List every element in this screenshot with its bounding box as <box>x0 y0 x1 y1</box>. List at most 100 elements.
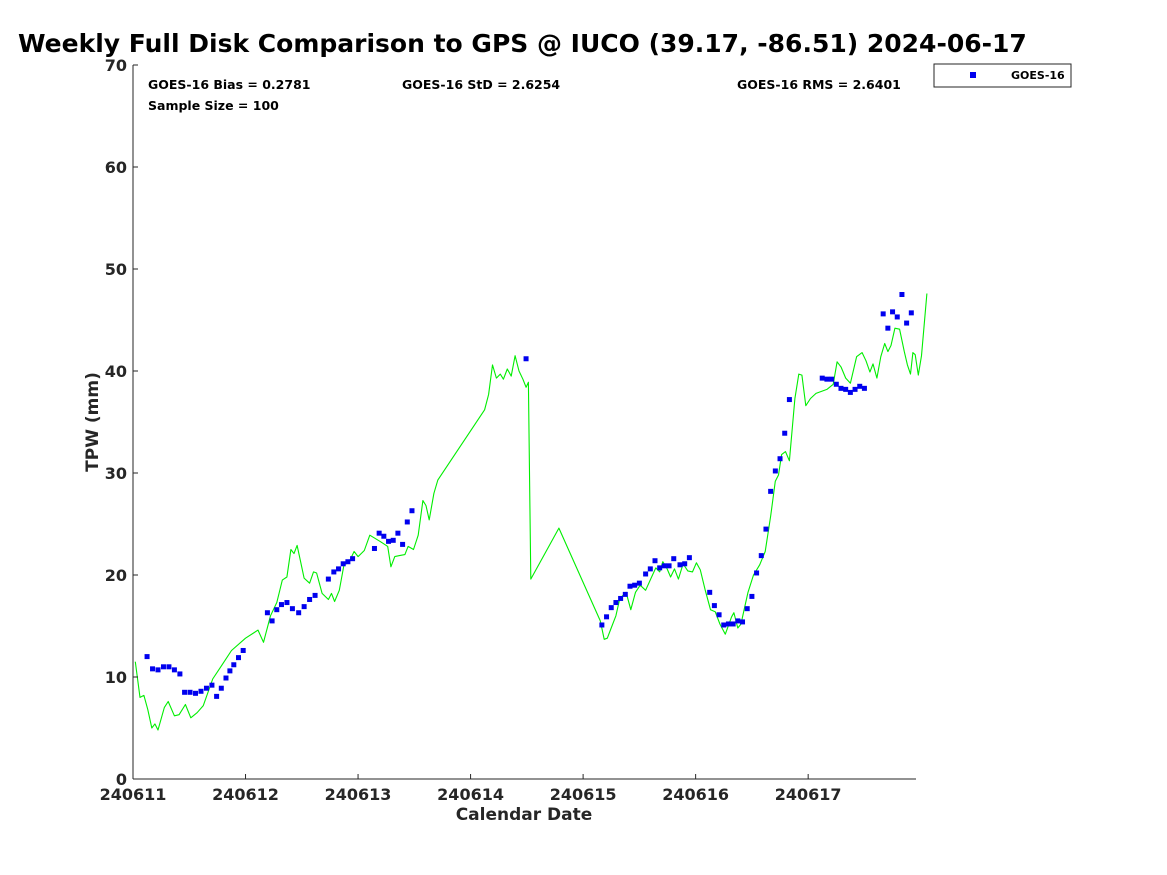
goes16-point <box>763 526 769 532</box>
bias-annotation: GOES-16 Bias = 0.2781 <box>148 77 310 92</box>
plot-area: 0 10 20 30 40 50 60 70 240611 240612 240613 240614… <box>100 56 928 804</box>
goes16-point <box>744 606 750 612</box>
goes16-point <box>754 570 760 576</box>
goes16-point <box>838 385 844 391</box>
goes16-point <box>885 325 891 331</box>
goes16-point <box>240 647 246 653</box>
plot-frame <box>132 65 916 780</box>
goes16-point <box>177 671 183 677</box>
goes16-point <box>150 666 156 672</box>
goes16-point <box>861 385 867 391</box>
goes16-point <box>857 383 863 389</box>
goes16-point <box>269 618 275 624</box>
sample-size-annotation: Sample Size = 100 <box>148 98 279 113</box>
goes16-point <box>284 600 290 606</box>
y-axis-label: TPW (mm) <box>83 372 103 472</box>
goes16-point <box>833 381 839 387</box>
legend-marker-goes16 <box>970 72 976 78</box>
goes16-point <box>627 583 633 589</box>
goes16-point <box>824 376 830 382</box>
goes16-point <box>647 566 653 572</box>
goes16-point <box>182 689 188 695</box>
goes16-point <box>160 664 166 670</box>
goes16-point <box>643 571 649 577</box>
rms-annotation: GOES-16 RMS = 2.6401 <box>737 77 901 92</box>
y-axis-ticks: 0 10 20 30 40 50 60 70 <box>105 56 138 789</box>
goes16-point <box>171 667 177 673</box>
legend-box <box>933 63 1072 88</box>
goes16-point <box>390 537 396 543</box>
goes16-point <box>777 456 783 462</box>
goes16-series-layer <box>144 292 914 699</box>
goes16-point <box>340 561 346 567</box>
goes16-point <box>768 488 774 494</box>
goes16-point <box>274 607 280 613</box>
goes16-point <box>716 612 722 618</box>
y-tick-label: 60 <box>105 158 127 177</box>
goes16-point <box>686 555 692 561</box>
goes16-point <box>301 604 307 610</box>
goes16-point <box>227 668 233 674</box>
stats-annotations: GOES-16 Bias = 0.2781 GOES-16 StD = 2.62… <box>148 77 901 113</box>
goes16-point <box>144 654 150 660</box>
goes16-point <box>711 603 717 609</box>
y-tick-label: 10 <box>105 668 127 687</box>
goes16-point <box>829 376 835 382</box>
goes16-point <box>613 600 619 606</box>
goes16-point <box>203 685 209 691</box>
goes16-point <box>677 562 683 568</box>
goes16-point <box>904 320 910 326</box>
goes16-point <box>155 667 161 673</box>
goes16-point <box>721 622 727 628</box>
goes16-point <box>264 610 270 616</box>
goes16-point <box>819 375 825 381</box>
goes16-point <box>847 389 853 395</box>
goes16-point <box>725 621 731 627</box>
goes16-point <box>622 591 628 597</box>
goes16-point <box>223 675 229 681</box>
goes16-point <box>890 309 896 315</box>
goes16-point <box>345 559 351 565</box>
goes16-point <box>409 508 415 514</box>
goes16-point <box>604 614 610 620</box>
goes16-point <box>312 592 318 598</box>
goes16-point <box>376 530 382 536</box>
goes16-point <box>296 610 302 616</box>
x-tick-label: 240615 <box>550 785 617 804</box>
goes16-point <box>599 622 605 628</box>
x-axis-ticks: 240611 240612 240613 240614 240615 240616 2406… <box>100 774 842 804</box>
x-tick-label: 240616 <box>662 785 729 804</box>
goes16-point <box>395 530 401 536</box>
x-tick-label: 240614 <box>437 785 504 804</box>
goes16-point <box>880 311 886 317</box>
goes16-point <box>166 664 172 670</box>
y-tick-label: 0 <box>116 770 127 789</box>
goes16-point <box>666 563 672 569</box>
goes16-point <box>289 606 295 612</box>
goes16-point <box>218 685 224 691</box>
goes16-point <box>386 538 392 544</box>
goes16-point <box>782 430 788 436</box>
goes16-point <box>371 545 377 551</box>
legend: GOES-16 <box>933 63 1072 88</box>
goes16-point <box>231 662 237 668</box>
goes16-point <box>657 565 663 571</box>
goes16-point <box>671 556 677 562</box>
goes16-point <box>786 397 792 403</box>
x-tick-label: 240611 <box>100 785 167 804</box>
goes16-point <box>331 569 337 575</box>
goes16-point <box>894 314 900 320</box>
goes16-point <box>214 693 220 699</box>
goes16-point <box>381 533 387 539</box>
goes16-point <box>325 576 331 582</box>
x-tick-label: 240612 <box>212 785 279 804</box>
goes16-point <box>652 558 658 564</box>
goes16-point <box>740 619 746 625</box>
goes16-point <box>198 688 204 694</box>
goes16-point <box>336 566 342 572</box>
goes16-point <box>193 690 199 696</box>
std-annotation: GOES-16 StD = 2.6254 <box>402 77 560 92</box>
goes16-point <box>404 519 410 525</box>
y-tick-label: 20 <box>105 566 127 585</box>
y-tick-label: 50 <box>105 260 127 279</box>
